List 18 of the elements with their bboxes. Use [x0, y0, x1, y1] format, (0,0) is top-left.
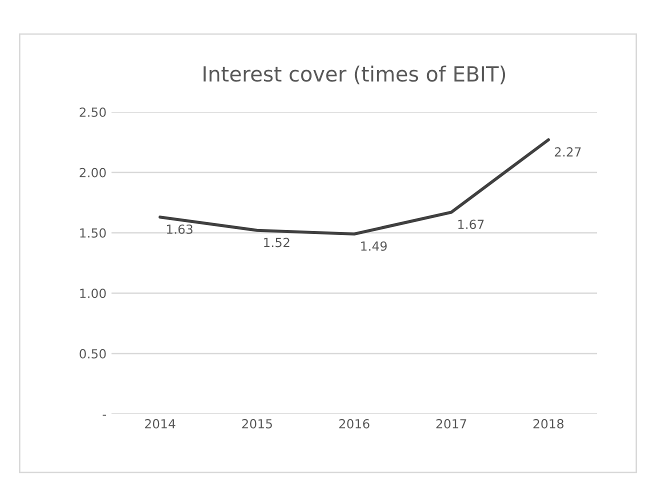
y-tick-label: 1.00: [80, 288, 106, 298]
data-label: 1.63: [166, 224, 192, 234]
data-label: 1.52: [264, 238, 290, 248]
y-tick-label: -: [102, 414, 106, 416]
x-tick-label: 2016: [339, 419, 370, 428]
x-tick-label: 2018: [533, 419, 564, 428]
y-tick-label: 2.00: [80, 168, 106, 178]
chart-title: Interest cover (times of EBIT): [204, 66, 506, 84]
x-tick-label: 2017: [436, 419, 466, 428]
line-series: [158, 138, 550, 236]
data-label: 1.67: [458, 220, 484, 230]
data-label: 2.27: [554, 147, 581, 156]
data-label: 1.49: [361, 241, 387, 251]
y-tick-label: 1.50: [80, 228, 106, 238]
y-tick-label: 2.50: [80, 107, 106, 117]
x-tick-label: 2015: [242, 419, 272, 428]
x-tick-label: 2014: [145, 419, 176, 428]
y-tick-label: 0.50: [80, 349, 106, 358]
